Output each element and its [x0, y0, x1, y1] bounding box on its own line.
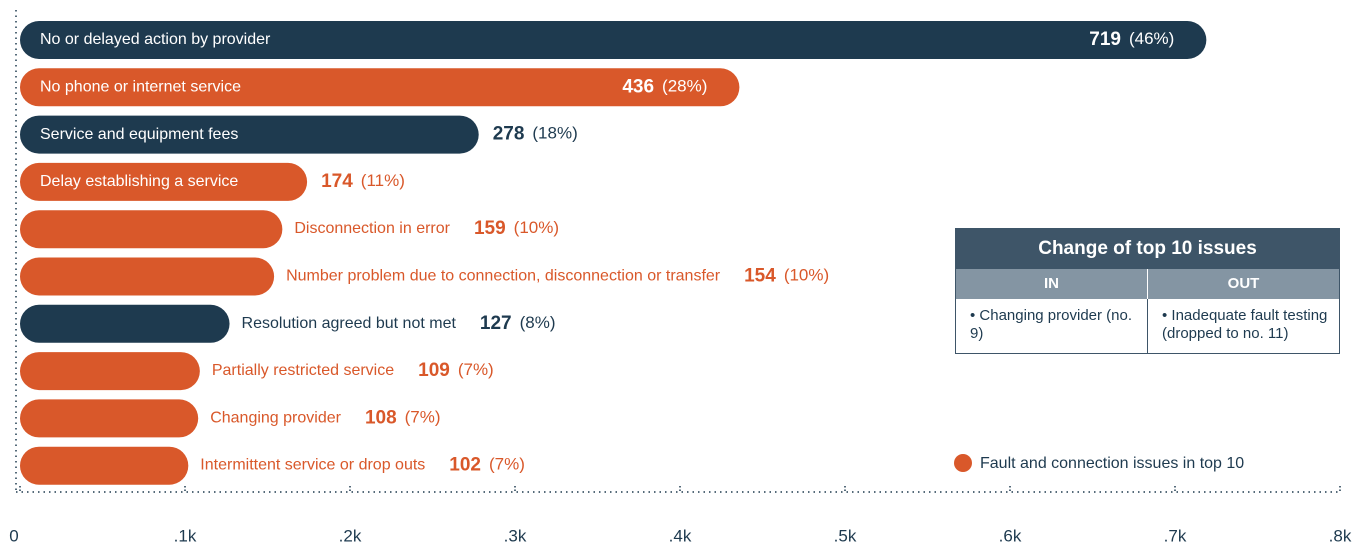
- value-label: 154: [744, 266, 776, 287]
- percent-label: (10%): [784, 266, 829, 285]
- percent-label: (7%): [405, 408, 441, 427]
- bar: [20, 210, 283, 249]
- table-cell: • Inadequate fault testing (dropped to n…: [1147, 299, 1339, 353]
- value-group: 174 (11%): [321, 171, 405, 192]
- value-label: 102: [449, 455, 481, 476]
- bar: [20, 162, 308, 201]
- x-tick-label: .7k: [1164, 526, 1187, 545]
- bar: [20, 352, 200, 391]
- header-cell: IN: [1044, 275, 1059, 292]
- category-label: Service and equipment fees: [40, 126, 238, 143]
- x-tick-label: .3k: [504, 526, 527, 545]
- legend-label: Fault and connection issues in top 10: [980, 455, 1244, 472]
- value-label: 127: [480, 313, 512, 334]
- header-cell: OUT: [1147, 269, 1339, 299]
- table-header: IN OUT: [956, 269, 1339, 299]
- change-table: Change of top 10 issues IN OUT • Changin…: [955, 228, 1340, 354]
- legend-swatch: [954, 454, 972, 472]
- value-label: 719: [1089, 29, 1121, 50]
- table-title: Change of top 10 issues: [956, 229, 1339, 269]
- value-label: 109: [418, 360, 450, 381]
- category-label: Changing provider: [210, 410, 341, 427]
- percent-label: (11%): [361, 171, 405, 190]
- percent-label: (7%): [458, 361, 494, 380]
- bar: [20, 21, 1207, 59]
- percent-label: (46%): [1129, 29, 1174, 48]
- x-tick-label: .4k: [669, 526, 692, 545]
- category-label: No or delayed action by provider: [40, 31, 271, 48]
- category-label: Delay establishing a service: [40, 173, 238, 190]
- value-label: 174: [321, 171, 353, 192]
- category-label: Disconnection in error: [294, 220, 450, 237]
- table-cell: • Changing provider (no. 9): [970, 307, 1133, 342]
- value-label: 159: [474, 218, 506, 239]
- x-tick-label: .1k: [174, 526, 197, 545]
- percent-label: (28%): [662, 77, 707, 96]
- bar: [20, 304, 230, 343]
- value-group: Number problem due to connection, discon…: [286, 266, 829, 287]
- value-group: Changing provider 108 (7%): [210, 407, 440, 428]
- bar: [20, 399, 199, 438]
- x-tick-label: .5k: [834, 526, 857, 545]
- value-group: Partially restricted service 109 (7%): [212, 360, 494, 381]
- value-group: 436 (28%): [622, 76, 707, 97]
- bar: [20, 68, 740, 107]
- x-tick-label: .2k: [339, 526, 362, 545]
- percent-label: (8%): [520, 313, 556, 332]
- value-label: 278: [493, 124, 525, 145]
- bar: [20, 257, 275, 296]
- category-label: No phone or internet service: [40, 79, 241, 96]
- category-label: Intermittent service or drop outs: [200, 457, 425, 474]
- category-label: Partially restricted service: [212, 362, 394, 379]
- percent-label: (10%): [514, 219, 559, 238]
- value-group: Resolution agreed but not met 127 (8%): [242, 313, 556, 334]
- x-tick-label: .6k: [999, 526, 1022, 545]
- value-group: Disconnection in error 159 (10%): [294, 218, 559, 239]
- bar: [20, 446, 189, 485]
- value-group: Intermittent service or drop outs 102 (7%): [200, 455, 525, 476]
- percent-label: (7%): [489, 455, 525, 474]
- value-label: 108: [365, 407, 397, 428]
- x-tick-label: .8k: [1329, 526, 1352, 545]
- value-label: 436: [622, 76, 654, 97]
- bar: [20, 115, 479, 154]
- value-group: 719 (46%): [1089, 29, 1174, 50]
- category-label: Number problem due to connection, discon…: [286, 268, 721, 285]
- category-label: Resolution agreed but not met: [242, 315, 457, 332]
- value-group: 278 (18%): [493, 124, 578, 145]
- percent-label: (18%): [532, 124, 577, 143]
- x-tick-label: 0: [9, 526, 18, 545]
- table-row: • Changing provider (no. 9) • Inadequate…: [956, 299, 1339, 353]
